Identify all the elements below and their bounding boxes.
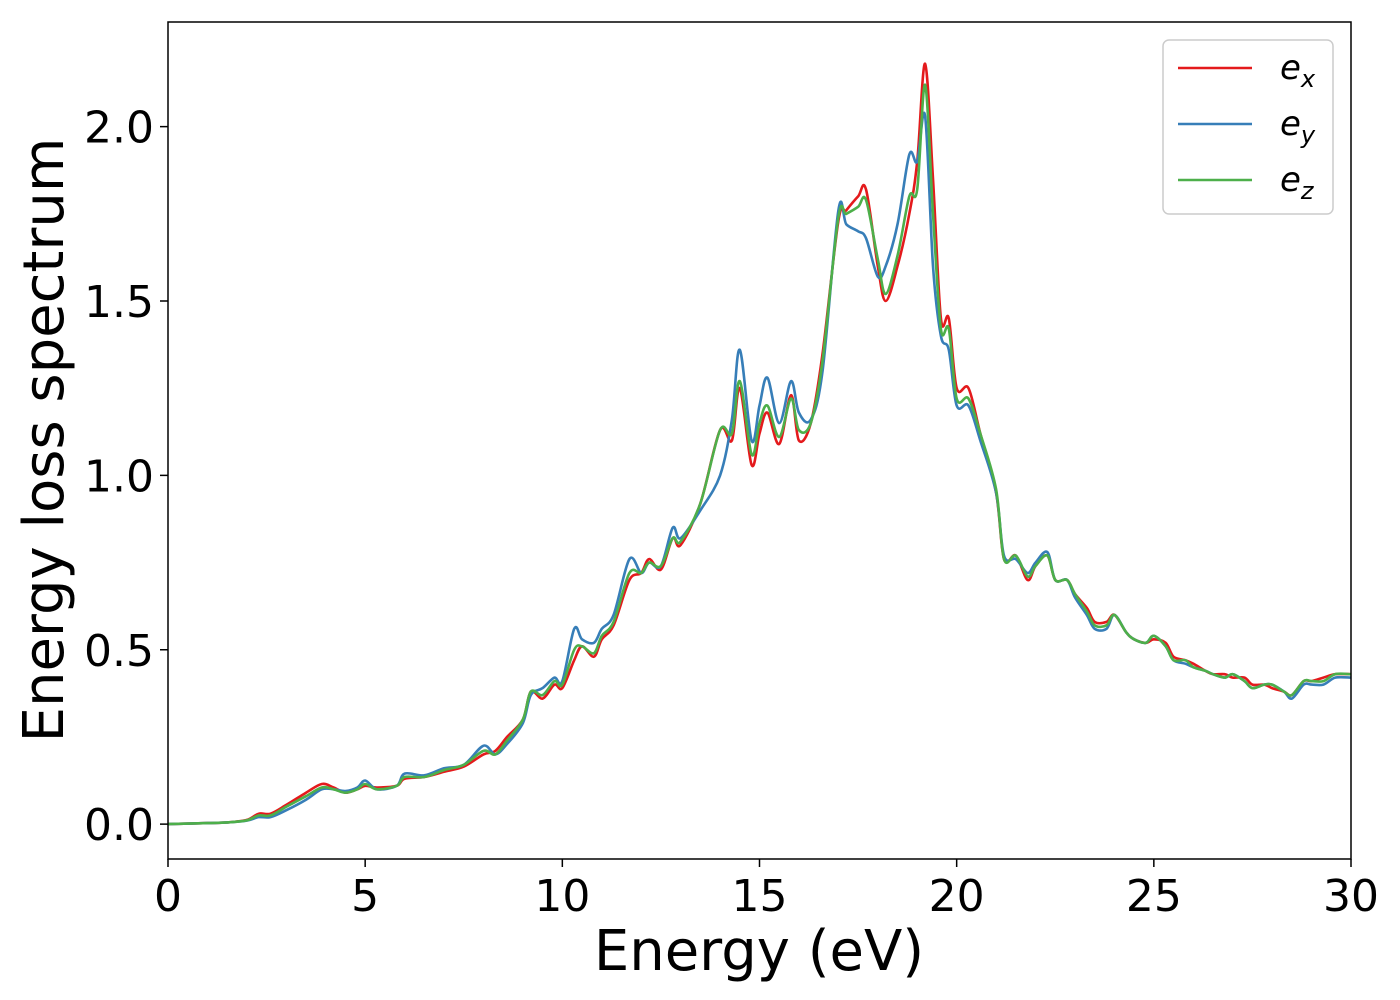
legend-label-y: ey xyxy=(1280,104,1316,149)
x-axis-ticks: 0 5 10 15 20 25 30 xyxy=(154,859,1379,922)
x-tick-label: 5 xyxy=(351,871,379,922)
y-tick-label: 0.5 xyxy=(84,626,154,677)
x-tick-label: 25 xyxy=(1126,871,1182,922)
y-axis-title: Energy loss spectrum xyxy=(12,138,77,743)
plot-lines xyxy=(167,62,1352,826)
x-tick-label: 10 xyxy=(534,871,590,922)
x-tick-label: 30 xyxy=(1323,871,1379,922)
y-tick-label: 0.0 xyxy=(84,800,154,851)
x-axis-title: Energy (eV) xyxy=(594,919,924,984)
y-axis-ticks: 0.0 0.5 1.0 1.5 2.0 xyxy=(84,103,168,851)
legend: ex ey ez xyxy=(1162,39,1334,215)
legend-label-z: ez xyxy=(1280,160,1315,205)
legend-label-x: ex xyxy=(1280,48,1316,93)
y-tick-label: 1.5 xyxy=(84,277,154,328)
series-line-x xyxy=(167,62,1352,826)
x-tick-label: 0 xyxy=(154,871,182,922)
legend-box xyxy=(1162,39,1334,215)
x-tick-label: 15 xyxy=(732,871,788,922)
y-tick-label: 1.0 xyxy=(84,451,154,502)
y-tick-label: 2.0 xyxy=(84,103,154,154)
series-line-z xyxy=(167,83,1352,826)
x-tick-label: 20 xyxy=(929,871,985,922)
